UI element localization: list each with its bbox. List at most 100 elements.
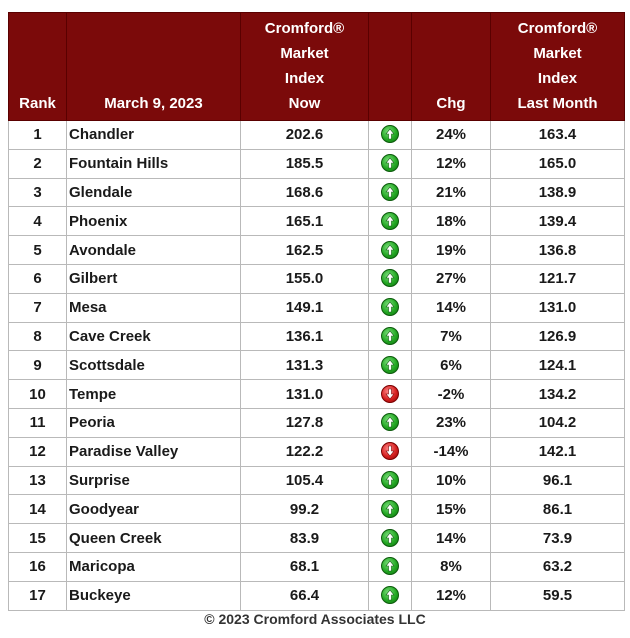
table-row: 6 Gilbert 155.0 27% 121.7 bbox=[8, 263, 625, 294]
chg-cell: -14% bbox=[411, 436, 491, 467]
city-cell: Queen Creek bbox=[66, 523, 241, 553]
city-cell: Phoenix bbox=[66, 206, 241, 237]
table-row: 17 Buckeye 66.4 12% 59.5 bbox=[8, 580, 625, 611]
arrow-up-icon bbox=[381, 269, 399, 288]
arrow-down-icon bbox=[381, 442, 399, 461]
rank-cell: 16 bbox=[8, 551, 67, 582]
chg-cell: 19% bbox=[411, 235, 491, 265]
trend-cell bbox=[368, 407, 412, 438]
header-chg: Chg bbox=[411, 12, 491, 121]
index-last-month-cell: 73.9 bbox=[490, 523, 625, 553]
chg-cell: 18% bbox=[411, 206, 491, 237]
chg-cell: 21% bbox=[411, 177, 491, 208]
index-now-cell: 131.3 bbox=[240, 350, 369, 381]
index-last-month-cell: 124.1 bbox=[490, 350, 625, 381]
index-now-cell: 127.8 bbox=[240, 407, 369, 438]
rank-cell: 15 bbox=[8, 523, 67, 553]
rank-cell: 5 bbox=[8, 235, 67, 265]
index-now-cell: 105.4 bbox=[240, 465, 369, 496]
table-row: 9 Scottsdale 131.3 6% 124.1 bbox=[8, 350, 625, 381]
chg-cell: 14% bbox=[411, 292, 491, 323]
index-now-cell: 99.2 bbox=[240, 494, 369, 525]
rank-cell: 17 bbox=[8, 580, 67, 611]
header-rank: Rank bbox=[8, 12, 67, 121]
trend-cell bbox=[368, 523, 412, 553]
index-now-cell: 185.5 bbox=[240, 148, 369, 179]
header-last-line: Last Month bbox=[517, 95, 598, 112]
city-cell: Goodyear bbox=[66, 494, 241, 525]
city-cell: Mesa bbox=[66, 292, 241, 323]
rank-cell: 10 bbox=[8, 379, 67, 409]
arrow-down-icon bbox=[381, 384, 399, 403]
index-last-month-cell: 86.1 bbox=[490, 494, 625, 525]
header-index-last-month: Cromford® Market Index Last Month bbox=[490, 12, 625, 121]
city-cell: Avondale bbox=[66, 235, 241, 265]
header-last-line: Cromford® bbox=[517, 20, 598, 37]
arrow-up-icon bbox=[381, 557, 399, 576]
city-cell: Peoria bbox=[66, 407, 241, 438]
index-last-month-cell: 104.2 bbox=[490, 407, 625, 438]
trend-cell bbox=[368, 436, 412, 467]
chg-cell: 7% bbox=[411, 321, 491, 352]
trend-cell bbox=[368, 465, 412, 496]
index-now-cell: 165.1 bbox=[240, 206, 369, 237]
arrow-up-icon bbox=[381, 154, 399, 173]
arrow-up-icon bbox=[381, 298, 399, 317]
chg-cell: 23% bbox=[411, 407, 491, 438]
index-now-cell: 202.6 bbox=[240, 120, 369, 150]
city-cell: Maricopa bbox=[66, 551, 241, 582]
index-last-month-cell: 165.0 bbox=[490, 148, 625, 179]
chg-cell: 15% bbox=[411, 494, 491, 525]
index-last-month-cell: 59.5 bbox=[490, 580, 625, 611]
header-row: Rank March 9, 2023 Cromford® Market Inde… bbox=[8, 12, 625, 121]
rank-cell: 6 bbox=[8, 263, 67, 294]
arrow-up-icon bbox=[381, 183, 399, 202]
trend-cell bbox=[368, 235, 412, 265]
table-row: 14 Goodyear 99.2 15% 86.1 bbox=[8, 494, 625, 525]
trend-cell bbox=[368, 148, 412, 179]
trend-cell bbox=[368, 551, 412, 582]
trend-cell bbox=[368, 580, 412, 611]
chg-cell: 12% bbox=[411, 148, 491, 179]
rank-cell: 13 bbox=[8, 465, 67, 496]
table-row: 8 Cave Creek 136.1 7% 126.9 bbox=[8, 321, 625, 352]
rank-cell: 1 bbox=[8, 120, 67, 150]
index-now-cell: 131.0 bbox=[240, 379, 369, 409]
index-last-month-cell: 163.4 bbox=[490, 120, 625, 150]
trend-cell bbox=[368, 263, 412, 294]
chg-cell: 14% bbox=[411, 523, 491, 553]
city-cell: Scottsdale bbox=[66, 350, 241, 381]
table-row: 7 Mesa 149.1 14% 131.0 bbox=[8, 292, 625, 323]
rank-cell: 11 bbox=[8, 407, 67, 438]
header-arrow bbox=[368, 12, 412, 121]
header-now-line: Index bbox=[284, 70, 325, 87]
rank-cell: 4 bbox=[8, 206, 67, 237]
arrow-up-icon bbox=[381, 327, 399, 345]
table-row: 16 Maricopa 68.1 8% 63.2 bbox=[8, 551, 625, 582]
table-row: 1 Chandler 202.6 24% 163.4 bbox=[8, 120, 625, 150]
city-cell: Paradise Valley bbox=[66, 436, 241, 467]
header-now-line: Now bbox=[288, 95, 321, 112]
rank-cell: 7 bbox=[8, 292, 67, 323]
chg-cell: 12% bbox=[411, 580, 491, 611]
trend-cell bbox=[368, 292, 412, 323]
table-row: 4 Phoenix 165.1 18% 139.4 bbox=[8, 206, 625, 237]
index-last-month-cell: 96.1 bbox=[490, 465, 625, 496]
city-cell: Glendale bbox=[66, 177, 241, 208]
chg-cell: 6% bbox=[411, 350, 491, 381]
rank-cell: 9 bbox=[8, 350, 67, 381]
city-cell: Tempe bbox=[66, 379, 241, 409]
city-cell: Buckeye bbox=[66, 580, 241, 611]
trend-cell bbox=[368, 321, 412, 352]
index-last-month-cell: 138.9 bbox=[490, 177, 625, 208]
index-now-cell: 168.6 bbox=[240, 177, 369, 208]
index-last-month-cell: 136.8 bbox=[490, 235, 625, 265]
rank-cell: 14 bbox=[8, 494, 67, 525]
index-now-cell: 136.1 bbox=[240, 321, 369, 352]
table-row: 10 Tempe 131.0 -2% 134.2 bbox=[8, 379, 625, 409]
chg-cell: 8% bbox=[411, 551, 491, 582]
arrow-up-icon bbox=[381, 413, 399, 432]
arrow-up-icon bbox=[381, 470, 399, 489]
trend-cell bbox=[368, 379, 412, 409]
